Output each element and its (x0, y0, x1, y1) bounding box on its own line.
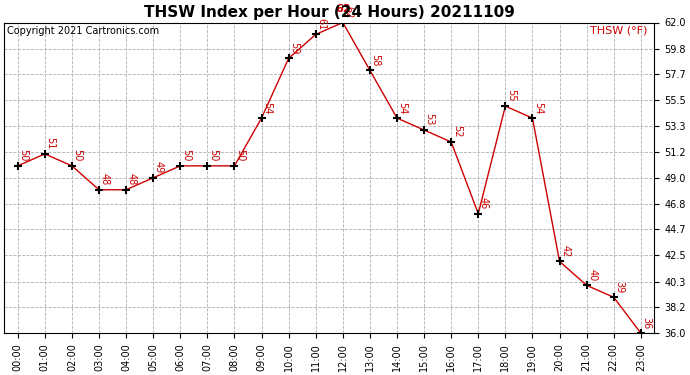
Text: 54: 54 (262, 102, 272, 114)
Text: Copyright 2021 Cartronics.com: Copyright 2021 Cartronics.com (8, 26, 159, 36)
Text: 62: 62 (335, 4, 351, 14)
Text: 46: 46 (479, 197, 489, 210)
Text: 50: 50 (208, 149, 218, 162)
Text: 50: 50 (235, 149, 245, 162)
Text: 48: 48 (127, 173, 137, 186)
Text: 59: 59 (289, 42, 299, 54)
Text: 53: 53 (424, 114, 435, 126)
Text: 42: 42 (560, 245, 570, 257)
Text: 61: 61 (316, 18, 326, 30)
Text: 55: 55 (506, 90, 516, 102)
Text: THSW (°F): THSW (°F) (591, 26, 648, 36)
Text: 50: 50 (72, 149, 82, 162)
Text: 40: 40 (587, 269, 597, 281)
Text: 39: 39 (614, 281, 624, 293)
Text: 51: 51 (46, 137, 55, 150)
Text: 54: 54 (397, 102, 408, 114)
Text: 62: 62 (344, 6, 353, 18)
Text: 52: 52 (452, 125, 462, 138)
Text: 50: 50 (18, 149, 28, 162)
Text: 54: 54 (533, 102, 543, 114)
Text: 58: 58 (371, 54, 380, 66)
Text: 48: 48 (99, 173, 110, 186)
Text: 49: 49 (154, 161, 164, 174)
Text: 50: 50 (181, 149, 191, 162)
Text: 36: 36 (642, 317, 651, 329)
Title: THSW Index per Hour (24 Hours) 20211109: THSW Index per Hour (24 Hours) 20211109 (144, 5, 515, 20)
